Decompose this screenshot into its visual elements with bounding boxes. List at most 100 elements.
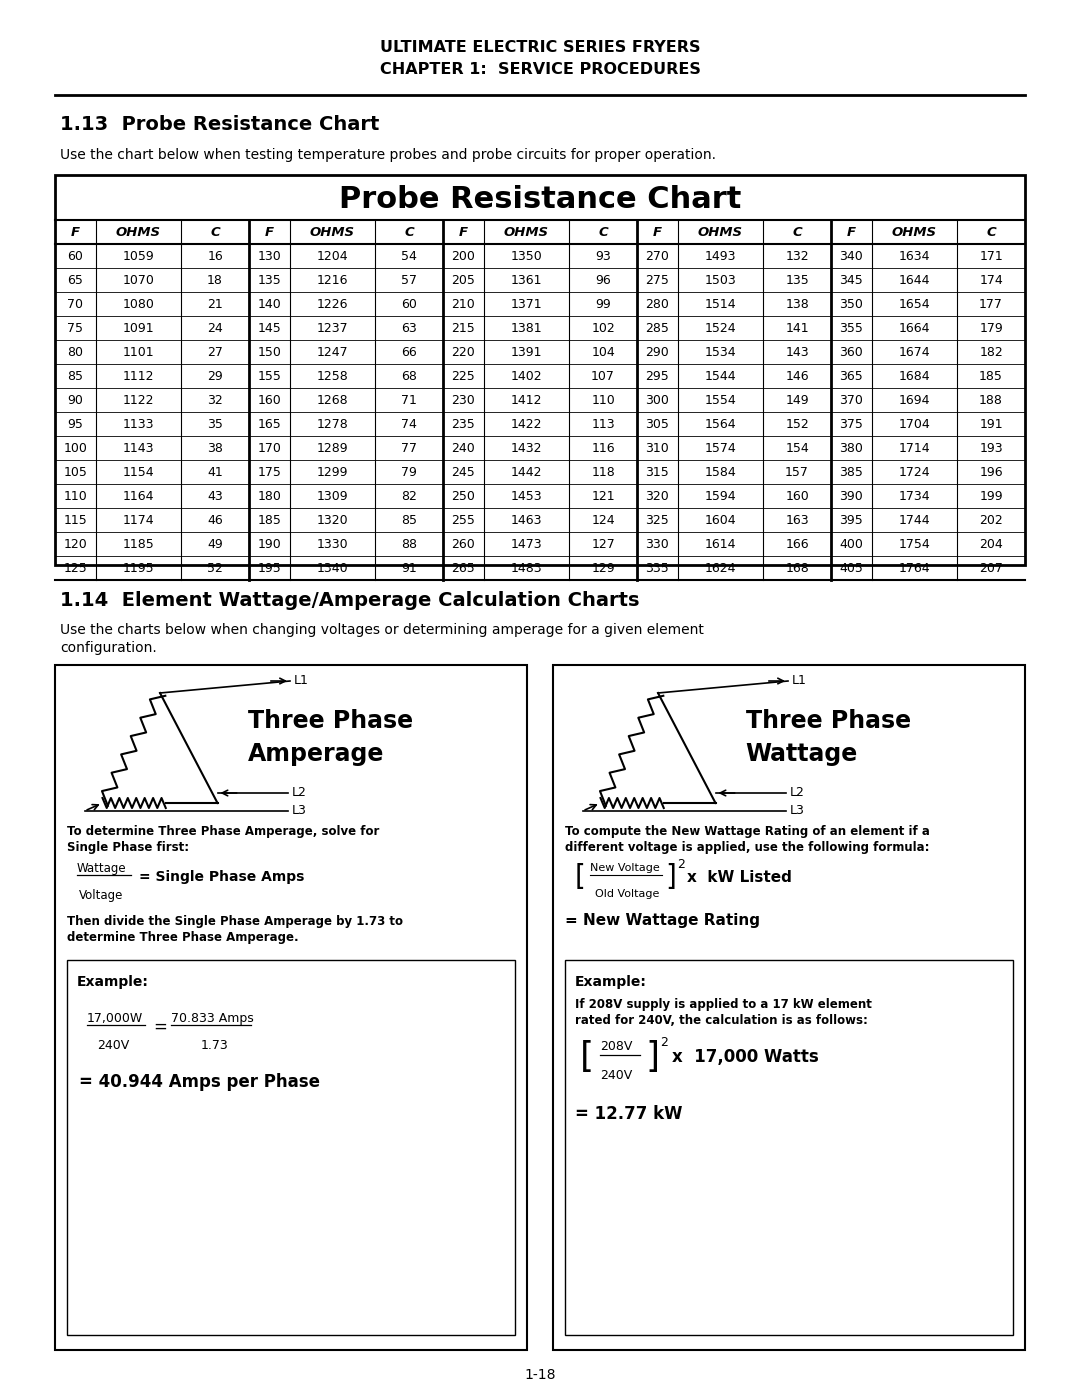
- Text: F: F: [265, 225, 274, 239]
- Text: 1574: 1574: [704, 441, 737, 454]
- Text: ]: ]: [665, 863, 676, 891]
- Text: 149: 149: [785, 394, 809, 407]
- Text: Use the charts below when changing voltages or determining amperage for a given : Use the charts below when changing volta…: [60, 623, 704, 637]
- Text: 1143: 1143: [123, 441, 154, 454]
- Text: F: F: [847, 225, 855, 239]
- Text: ]: ]: [645, 1039, 659, 1074]
- Text: 82: 82: [401, 489, 417, 503]
- Bar: [55, 665, 527, 1350]
- Text: 196: 196: [980, 465, 1003, 479]
- Text: OHMS: OHMS: [892, 225, 937, 239]
- Text: 107: 107: [591, 369, 615, 383]
- Text: 200: 200: [451, 250, 475, 263]
- Text: 300: 300: [646, 394, 670, 407]
- Text: [: [: [580, 1039, 594, 1074]
- Text: 375: 375: [839, 418, 863, 430]
- Text: 24: 24: [207, 321, 222, 334]
- Text: 215: 215: [451, 321, 475, 334]
- Text: 210: 210: [451, 298, 475, 310]
- Text: 340: 340: [839, 250, 863, 263]
- Text: 127: 127: [591, 538, 615, 550]
- Text: Old Voltage: Old Voltage: [595, 888, 660, 900]
- Text: 390: 390: [839, 489, 863, 503]
- Text: 1764: 1764: [899, 562, 930, 574]
- Text: 325: 325: [646, 514, 670, 527]
- Text: 1237: 1237: [316, 321, 348, 334]
- Bar: [553, 665, 1025, 1350]
- Text: 155: 155: [257, 369, 281, 383]
- Text: 1503: 1503: [704, 274, 737, 286]
- Text: 185: 185: [980, 369, 1003, 383]
- Text: 1644: 1644: [899, 274, 930, 286]
- Text: 66: 66: [401, 345, 417, 359]
- Text: ULTIMATE ELECTRIC SERIES FRYERS: ULTIMATE ELECTRIC SERIES FRYERS: [380, 41, 700, 56]
- Text: 70: 70: [67, 298, 83, 310]
- Text: 1216: 1216: [316, 274, 348, 286]
- Text: 166: 166: [785, 538, 809, 550]
- Text: 79: 79: [401, 465, 417, 479]
- Text: 1554: 1554: [704, 394, 737, 407]
- Text: 265: 265: [451, 562, 475, 574]
- Text: L3: L3: [292, 805, 307, 817]
- Text: 1.73: 1.73: [201, 1039, 229, 1052]
- Text: 96: 96: [595, 274, 611, 286]
- Text: 157: 157: [785, 465, 809, 479]
- Text: 191: 191: [980, 418, 1003, 430]
- Text: 93: 93: [595, 250, 611, 263]
- Text: 1226: 1226: [316, 298, 348, 310]
- Text: 1754: 1754: [899, 538, 930, 550]
- Text: 60: 60: [401, 298, 417, 310]
- Text: 1704: 1704: [899, 418, 930, 430]
- Text: 16: 16: [207, 250, 222, 263]
- Text: 188: 188: [980, 394, 1003, 407]
- Text: 17,000W: 17,000W: [87, 1011, 144, 1025]
- Text: 46: 46: [207, 514, 222, 527]
- Text: 1493: 1493: [704, 250, 737, 263]
- Text: 295: 295: [646, 369, 670, 383]
- Text: 118: 118: [591, 465, 615, 479]
- Text: C: C: [986, 225, 996, 239]
- Text: 150: 150: [257, 345, 281, 359]
- Text: 1154: 1154: [123, 465, 154, 479]
- Text: 405: 405: [839, 562, 863, 574]
- Text: 380: 380: [839, 441, 863, 454]
- Text: 1361: 1361: [511, 274, 542, 286]
- Text: F: F: [71, 225, 80, 239]
- Text: 1714: 1714: [899, 441, 930, 454]
- Text: 240V: 240V: [97, 1039, 130, 1052]
- Text: 208V: 208V: [600, 1039, 633, 1053]
- Text: 1534: 1534: [704, 345, 737, 359]
- Text: = 12.77 kW: = 12.77 kW: [575, 1105, 683, 1123]
- Text: C: C: [211, 225, 220, 239]
- Text: 1122: 1122: [123, 394, 154, 407]
- Text: 1564: 1564: [704, 418, 737, 430]
- Text: 182: 182: [980, 345, 1003, 359]
- Text: 95: 95: [67, 418, 83, 430]
- Text: 1059: 1059: [122, 250, 154, 263]
- Text: 1524: 1524: [704, 321, 737, 334]
- Text: 179: 179: [980, 321, 1003, 334]
- Text: 65: 65: [67, 274, 83, 286]
- Text: 175: 175: [257, 465, 281, 479]
- Text: 1634: 1634: [899, 250, 930, 263]
- Bar: [55, 175, 1025, 564]
- Text: L3: L3: [789, 805, 805, 817]
- Text: 152: 152: [785, 418, 809, 430]
- Text: Three Phase: Three Phase: [745, 708, 910, 732]
- Text: 171: 171: [980, 250, 1003, 263]
- Text: 160: 160: [785, 489, 809, 503]
- Text: 1744: 1744: [899, 514, 930, 527]
- Text: 330: 330: [646, 538, 670, 550]
- Text: 207: 207: [980, 562, 1003, 574]
- Text: 160: 160: [257, 394, 281, 407]
- Text: 235: 235: [451, 418, 475, 430]
- Text: C: C: [404, 225, 414, 239]
- Text: 315: 315: [646, 465, 670, 479]
- Text: 60: 60: [67, 250, 83, 263]
- Text: 170: 170: [257, 441, 281, 454]
- Text: 143: 143: [785, 345, 809, 359]
- Text: 2: 2: [660, 1037, 667, 1049]
- Text: 116: 116: [591, 441, 615, 454]
- Text: 102: 102: [591, 321, 615, 334]
- Text: 71: 71: [401, 394, 417, 407]
